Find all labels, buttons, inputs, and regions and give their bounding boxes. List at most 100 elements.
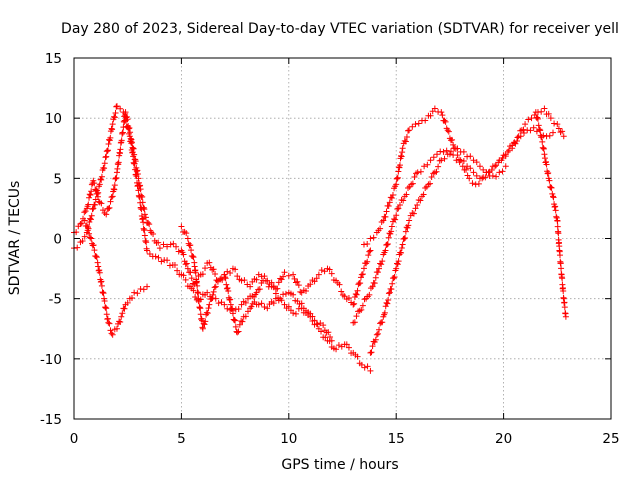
data-point-interp [384, 240, 391, 247]
data-point-interp [374, 330, 381, 337]
data-point-interp [385, 202, 392, 209]
data-point-interp [95, 263, 102, 270]
data-point-interp [401, 235, 408, 242]
data-point [227, 301, 234, 308]
data-point-interp [402, 234, 409, 241]
data-point-interp [514, 138, 521, 145]
data-point-interp [95, 189, 102, 196]
data-point-interp [229, 310, 236, 317]
data-point [412, 205, 419, 212]
data-point-interp [442, 118, 449, 125]
data-point-interp [124, 299, 131, 306]
data-point-interp [274, 285, 281, 292]
data-point-interp [195, 290, 202, 297]
data-point [118, 313, 125, 320]
data-point-interp [365, 252, 372, 259]
data-point [367, 247, 374, 254]
data-point [421, 163, 428, 170]
data-point-interp [560, 287, 567, 294]
data-point-interp [91, 180, 98, 187]
data-point-interp [133, 173, 140, 180]
data-point [290, 310, 297, 317]
data-point [393, 265, 400, 272]
data-point-interp [298, 300, 305, 307]
data-point-interp [420, 191, 427, 198]
data-point-interp [527, 127, 534, 134]
data-point-interp [188, 247, 195, 254]
data-point-interp [98, 176, 105, 183]
data-point-interp [98, 173, 105, 180]
data-point-interp [410, 210, 417, 217]
data-point-interp [155, 254, 162, 261]
y-tick-label: 5 [53, 171, 62, 187]
data-point [152, 253, 159, 260]
data-point [144, 247, 151, 254]
data-point [90, 205, 97, 212]
data-point-interp [357, 280, 364, 287]
data-point-interp [196, 297, 203, 304]
y-axis-title: SDTVAR / TECUs [7, 181, 23, 296]
data-point-interp [110, 185, 117, 192]
data-point [498, 157, 505, 164]
data-point-interp [378, 261, 385, 268]
data-point-interp [343, 341, 350, 348]
data-point-interp [222, 274, 229, 281]
data-point [560, 133, 567, 140]
data-point-interp [239, 318, 246, 325]
data-point [96, 181, 103, 188]
data-point-interp [102, 304, 109, 311]
data-point-interp [208, 295, 215, 302]
data-point [496, 169, 503, 176]
data-point [483, 169, 490, 176]
data-point [547, 115, 554, 122]
data-point-interp [555, 230, 562, 237]
data-point-interp [427, 180, 434, 187]
data-point-interp [74, 244, 81, 251]
data-point [126, 133, 133, 140]
data-point [94, 259, 101, 266]
data-point [541, 151, 548, 158]
data-point-interp [473, 172, 480, 179]
data-point [184, 265, 191, 272]
data-point-interp [394, 174, 401, 181]
data-point [386, 199, 393, 206]
data-point-interp [229, 305, 236, 312]
data-point-interp [278, 276, 285, 283]
data-point-interp [188, 275, 195, 282]
data-point [479, 175, 486, 182]
data-point [502, 163, 509, 170]
data-point [358, 361, 365, 368]
data-point-interp [398, 249, 405, 256]
data-point-interp [390, 275, 397, 282]
data-point-interp [450, 152, 457, 159]
data-point-interp [225, 287, 232, 294]
data-point-interp [388, 286, 395, 293]
data-point-interp [104, 315, 111, 322]
data-point-interp [270, 284, 277, 291]
data-point-interp [174, 267, 181, 274]
data-point [444, 151, 451, 158]
data-point-interp [180, 272, 187, 279]
data-point-interp [96, 269, 103, 276]
data-point-interp [391, 273, 398, 280]
data-point-interp [401, 137, 408, 144]
data-point-interp [318, 267, 325, 274]
data-point-interp [131, 160, 138, 167]
data-point-interp [441, 155, 448, 162]
data-point-interp [202, 265, 209, 272]
data-point-interp [551, 120, 558, 127]
data-point-interp [226, 296, 233, 303]
series-track-f [350, 124, 557, 326]
data-point-interp [108, 194, 115, 201]
data-point-interp [554, 223, 561, 230]
data-point-interp [241, 277, 248, 284]
data-point-interp [463, 166, 470, 173]
data-point-interp [402, 138, 409, 145]
data-point-interp [117, 105, 124, 112]
data-point-interp [295, 305, 302, 312]
data-point-interp [552, 207, 559, 214]
data-point [431, 105, 438, 112]
data-point-interp [311, 278, 318, 285]
data-point [199, 325, 206, 332]
data-point [88, 235, 95, 242]
